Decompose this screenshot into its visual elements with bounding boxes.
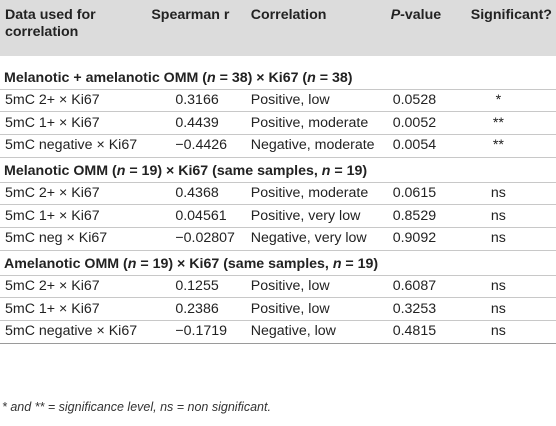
cell-significant: * bbox=[466, 88, 556, 112]
section-title-n: n bbox=[332, 256, 342, 273]
cell-significant: ** bbox=[466, 133, 556, 158]
cell-spearman: −0.1719 bbox=[147, 320, 247, 344]
cell-spearman: 0.3166 bbox=[147, 88, 247, 112]
cell-significant: ns bbox=[466, 181, 556, 205]
header-significant: Significant? bbox=[470, 7, 552, 23]
table-body: Melanotic + amelanotic OMM (n = 38) × Ki… bbox=[0, 56, 556, 344]
cell-spearman: 0.4439 bbox=[147, 111, 247, 135]
section-title-text: = 19) × Ki67 (same samples, bbox=[136, 256, 333, 273]
section-title-text: = 19) bbox=[341, 256, 379, 273]
header-p-value: P-value bbox=[387, 0, 467, 56]
section-title-text: = 38) × Ki67 ( bbox=[215, 69, 308, 86]
cell-spearman: 0.4368 bbox=[147, 181, 247, 205]
cell-data-used: 5mC 1+ × Ki67 bbox=[0, 297, 148, 321]
section-title-n: n bbox=[207, 69, 216, 86]
header-p-italic: P bbox=[390, 7, 401, 23]
cell-p-value: 0.0052 bbox=[386, 111, 467, 135]
table-row: 5mC 2+ × Ki67 0.1255 Positive, low 0.6087 ns bbox=[0, 274, 556, 298]
section-title-text: Melanotic + amelanotic OMM ( bbox=[4, 69, 207, 86]
section-title: Melanotic + amelanotic OMM (n = 38) × Ki… bbox=[0, 56, 556, 89]
section-header-row: Melanotic OMM (n = 19) × Ki67 (same samp… bbox=[0, 156, 556, 183]
table-header: Data used for correlation Spearman r Cor… bbox=[0, 0, 556, 56]
cell-data-used: 5mC 1+ × Ki67 bbox=[0, 204, 148, 228]
cell-correlation: Negative, low bbox=[246, 320, 387, 344]
cell-correlation: Positive, low bbox=[246, 297, 387, 321]
section-title-text: Amelanotic OMM ( bbox=[4, 256, 128, 273]
cell-significant: ns bbox=[466, 274, 556, 298]
table-row: 5mC 1+ × Ki67 0.4439 Positive, moderate 0.0… bbox=[0, 111, 556, 135]
header-data-used: Data used for correlation bbox=[5, 7, 96, 40]
cell-p-value: 0.0054 bbox=[386, 133, 467, 158]
cell-data-used: 5mC 2+ × Ki67 bbox=[0, 88, 148, 112]
cell-data-used: 5mC 1+ × Ki67 bbox=[0, 111, 148, 135]
cell-correlation: Positive, very low bbox=[246, 204, 387, 228]
cell-p-value: 0.9092 bbox=[386, 226, 467, 251]
section-title-n: n bbox=[321, 163, 331, 180]
table-row: 5mC 2+ × Ki67 0.4368 Positive, moderate 0.0… bbox=[0, 181, 556, 205]
table-row: 5mC negative × Ki67 −0.4426 Negative, mode… bbox=[0, 133, 556, 158]
cell-correlation: Positive, low bbox=[246, 274, 387, 298]
cell-data-used: 5mC negative × Ki67 bbox=[0, 320, 148, 344]
cell-significant: ** bbox=[466, 111, 556, 135]
cell-data-used: 5mC 2+ × Ki67 bbox=[0, 181, 148, 205]
table-row: 5mC 1+ × Ki67 0.04561 Positive, very low 0.… bbox=[0, 204, 556, 228]
cell-p-value: 0.3253 bbox=[386, 297, 467, 321]
header-spearman: Spearman r bbox=[151, 7, 230, 23]
section-title-text: = 38) bbox=[315, 69, 353, 86]
section-title: Melanotic OMM (n = 19) × Ki67 (same samp… bbox=[0, 156, 556, 183]
cell-significant: ns bbox=[466, 226, 556, 251]
table-row: 5mC neg × Ki67 −0.02807 Negative, very low… bbox=[0, 226, 556, 251]
table-row: 5mC negative × Ki67 −0.1719 Negative, low 0… bbox=[0, 320, 556, 344]
section-header-row: Melanotic + amelanotic OMM (n = 38) × Ki… bbox=[0, 56, 556, 89]
cell-p-value: 0.8529 bbox=[386, 204, 467, 228]
header-row: Data used for correlation Spearman r Cor… bbox=[0, 0, 556, 56]
cell-p-value: 0.6087 bbox=[386, 274, 467, 298]
correlation-table-container: Data used for correlation Spearman r Cor… bbox=[0, 0, 556, 344]
cell-data-used: 5mC neg × Ki67 bbox=[0, 226, 148, 251]
cell-significant: ns bbox=[466, 297, 556, 321]
section-header-row: Amelanotic OMM (n = 19) × Ki67 (same sam… bbox=[0, 249, 556, 276]
cell-spearman: −0.02807 bbox=[147, 226, 247, 251]
section-title-n: n bbox=[307, 69, 316, 86]
table-row: 5mC 2+ × Ki67 0.3166 Positive, low 0.0528 * bbox=[0, 88, 556, 112]
cell-p-value: 0.0615 bbox=[386, 181, 467, 205]
cell-spearman: 0.04561 bbox=[147, 204, 247, 228]
cell-significant: ns bbox=[466, 320, 556, 344]
cell-correlation: Negative, very low bbox=[246, 226, 387, 251]
cell-significant: ns bbox=[466, 204, 556, 228]
cell-correlation: Positive, moderate bbox=[246, 111, 387, 135]
section-title: Amelanotic OMM (n = 19) × Ki67 (same sam… bbox=[0, 249, 556, 276]
cell-correlation: Negative, moderate bbox=[246, 133, 387, 158]
cell-p-value: 0.0528 bbox=[386, 88, 467, 112]
table-footnote: * and ** = significance level, ns = non … bbox=[2, 400, 271, 414]
section-title-n: n bbox=[127, 256, 137, 273]
section-title-text: Melanotic OMM ( bbox=[4, 163, 117, 180]
cell-correlation: Positive, moderate bbox=[246, 181, 387, 205]
cell-data-used: 5mC 2+ × Ki67 bbox=[0, 274, 148, 298]
section-title-text: = 19) × Ki67 (same samples, bbox=[125, 163, 322, 180]
section-title-n: n bbox=[116, 163, 126, 180]
table-row: 5mC 1+ × Ki67 0.2386 Positive, low 0.3253 ns bbox=[0, 297, 556, 321]
header-correlation: Correlation bbox=[250, 7, 327, 23]
cell-p-value: 0.4815 bbox=[386, 320, 467, 344]
cell-spearman: 0.1255 bbox=[147, 274, 247, 298]
header-p-rest: -value bbox=[400, 7, 442, 23]
section-title-text: = 19) bbox=[330, 163, 368, 180]
cell-data-used: 5mC negative × Ki67 bbox=[0, 133, 148, 158]
cell-correlation: Positive, low bbox=[246, 88, 387, 112]
cell-spearman: 0.2386 bbox=[147, 297, 247, 321]
correlation-table: Data used for correlation Spearman r Cor… bbox=[0, 0, 556, 344]
cell-spearman: −0.4426 bbox=[147, 133, 247, 158]
